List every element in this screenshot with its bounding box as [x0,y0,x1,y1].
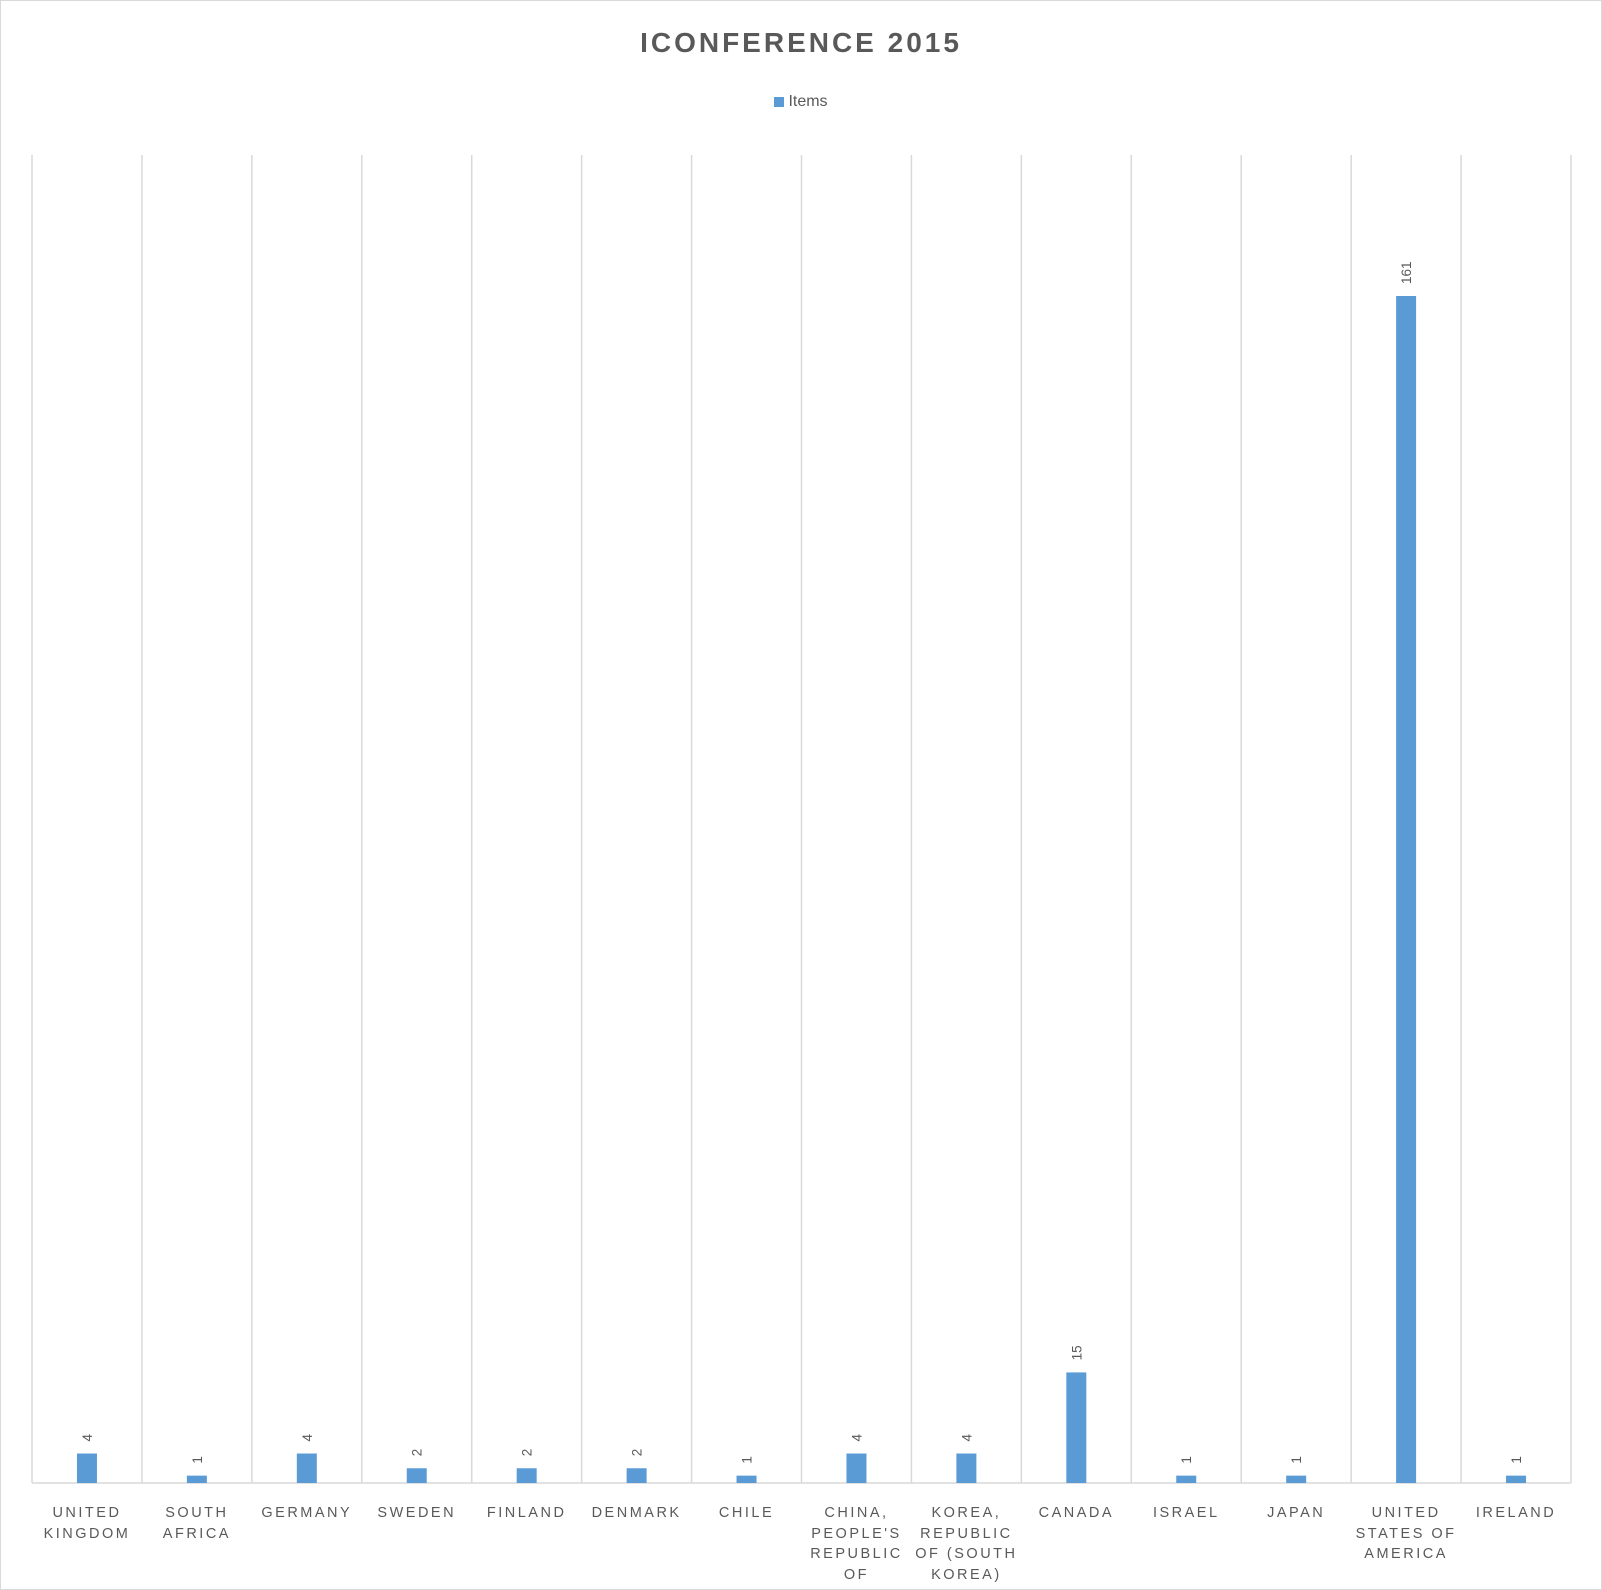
data-label: 4 [300,1434,315,1442]
chart-title: ICONFERENCE 2015 [640,27,962,58]
bar [406,1468,427,1483]
bar [1286,1475,1307,1483]
bar [76,1453,97,1483]
category-label: GERMANY [261,1505,353,1521]
legend-label-items: Items [788,93,828,110]
data-label: 4 [80,1434,95,1442]
bar [1506,1475,1527,1483]
bar [956,1453,977,1483]
bar [626,1468,647,1483]
category-label: CANADA [1038,1505,1115,1521]
bar [516,1468,537,1483]
bar [1396,296,1417,1483]
legend-swatch-items [774,97,785,107]
category-label: DENMARK [591,1505,682,1521]
data-label: 2 [520,1449,535,1457]
data-label: 4 [849,1434,864,1442]
category-label: CHILE [718,1505,775,1521]
data-label: 2 [630,1449,645,1457]
bar [1066,1372,1087,1483]
category-label: JAPAN [1267,1505,1326,1521]
plot-area: 4 1 4 2 2 2 1 4 4 15 1 1 161 1 [31,155,1572,1484]
data-label: 4 [959,1434,974,1442]
bar [736,1475,757,1483]
data-label: 1 [740,1456,755,1464]
category-label: FINLAND [486,1505,567,1521]
category-label: KOREA, REPUBLIC OF (SOUTH KOREA) [915,1505,1018,1583]
data-label: 1 [1179,1456,1194,1464]
data-label: 1 [1509,1456,1524,1464]
category-label: SOUTH AFRICA [162,1505,231,1542]
category-label: SWEDEN [377,1505,457,1521]
legend: Items [1,93,1601,111]
data-label: 1 [1289,1456,1304,1464]
bar [296,1453,317,1483]
data-label: 1 [190,1456,205,1464]
bar [846,1453,867,1483]
category-label: UNITED STATES OF AMERICA [1355,1505,1457,1562]
data-label: 161 [1399,261,1414,284]
category-label: ISRAEL [1152,1505,1220,1521]
data-label: 15 [1069,1345,1084,1360]
category-label: IRELAND [1475,1505,1557,1521]
category-label: CHINA, PEOPLE'S REPUBLIC OF [810,1505,903,1583]
bar [1176,1475,1197,1483]
bar [186,1475,207,1483]
category-label: UNITED KINGDOM [43,1505,131,1542]
data-label: 2 [410,1449,425,1457]
